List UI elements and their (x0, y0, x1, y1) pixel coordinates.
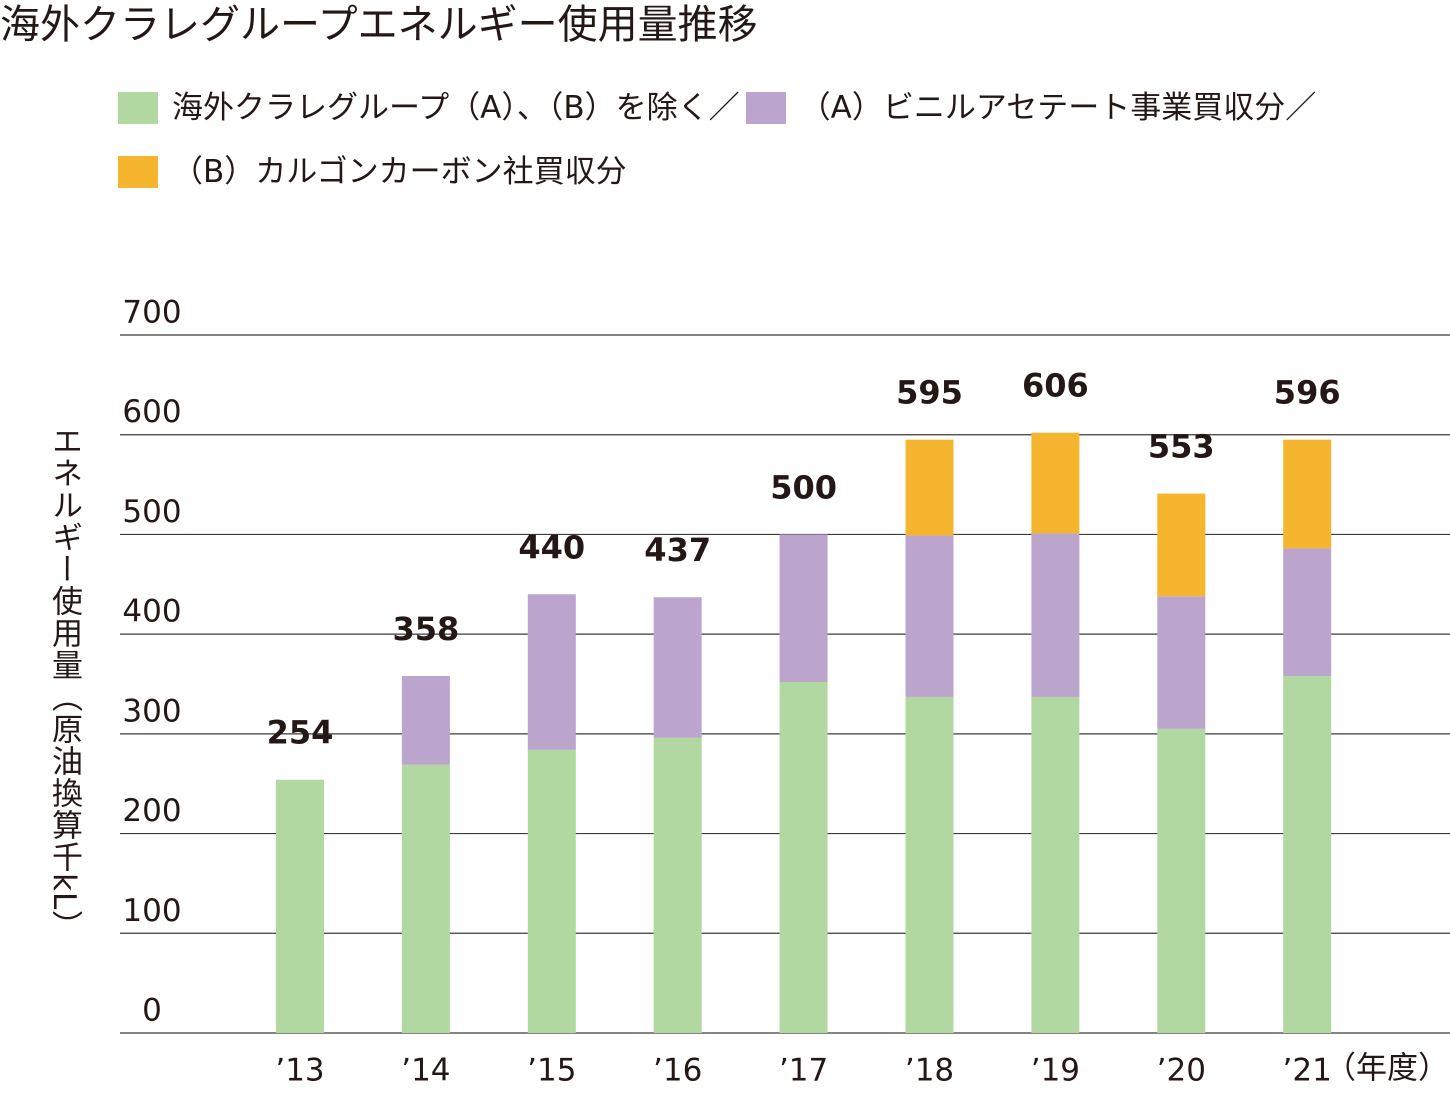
y-tick-label: 400 (122, 594, 181, 630)
bar-segment (905, 439, 954, 536)
legend-item: （A）ビニルアセテート事業買収分／ (745, 86, 1317, 130)
total-label: 606 (1022, 367, 1089, 405)
legend-label: （A）ビニルアセテート事業買収分／ (799, 90, 1317, 126)
chart-title: 海外クラレグループエネルギー使用量推移 (0, 2, 758, 48)
bar-segment (527, 594, 576, 750)
bar-segment (1031, 533, 1080, 697)
x-tick-label: ’17 (779, 1053, 828, 1089)
y-tick-label: 200 (122, 793, 181, 829)
legend: 海外クラレグループ（A）、（B）を除く／ （A）ビニルアセテート事業買収分／ （B）… (118, 86, 1448, 214)
legend-item: 海外クラレグループ（A）、（B）を除く／ (118, 86, 740, 130)
bar-segment (1157, 596, 1206, 729)
total-label: 500 (770, 468, 837, 506)
bar-segment (401, 764, 450, 1033)
total-label: 553 (1148, 428, 1215, 466)
legend-row: （B）カルゴンカーボン社買収分 (118, 150, 1448, 194)
x-tick-label: ’20 (1157, 1053, 1206, 1089)
y-tick-label: 600 (122, 394, 181, 430)
y-tick-label: 0 (142, 993, 162, 1029)
legend-swatch (118, 92, 158, 124)
bar-segment (527, 749, 576, 1033)
total-label: 595 (896, 374, 963, 412)
legend-label: 海外クラレグループ（A）、（B）を除く／ (172, 90, 740, 126)
x-tick-label: ’14 (401, 1053, 450, 1089)
bar-segment (1157, 728, 1206, 1033)
legend-item: （B）カルゴンカーボン社買収分 (118, 150, 627, 194)
bar-segment (779, 534, 828, 683)
x-axis-unit: （年度） (1325, 1051, 1449, 1087)
bar-segment (401, 676, 450, 765)
x-tick-label: ’18 (905, 1053, 954, 1089)
x-tick-label: ’21 (1283, 1053, 1332, 1089)
bar-segment (779, 682, 828, 1033)
x-tick-label: ’15 (527, 1053, 576, 1089)
bar-segment (1031, 432, 1080, 534)
total-label: 254 (267, 714, 334, 752)
bar-segment (1283, 676, 1332, 1033)
bar-segment (1283, 548, 1332, 677)
bar-segment (905, 696, 954, 1033)
total-label: 440 (518, 528, 585, 566)
bar-segment (1031, 696, 1080, 1033)
legend-swatch (745, 92, 786, 124)
x-tick-label: ’19 (1031, 1053, 1080, 1089)
bar-segment (276, 779, 324, 1033)
total-label: 437 (644, 531, 711, 569)
bar-segment (653, 737, 702, 1033)
x-tick-label: ’16 (653, 1053, 702, 1089)
bar-segment (905, 535, 954, 697)
legend-row: 海外クラレグループ（A）、（B）を除く／ （A）ビニルアセテート事業買収分／ (118, 86, 1448, 130)
total-label: 358 (393, 610, 460, 648)
y-tick-label: 100 (122, 893, 181, 929)
legend-swatch (118, 156, 158, 188)
x-tick-label: ’13 (275, 1053, 324, 1089)
bar-segment (653, 597, 702, 738)
legend-label: （B）カルゴンカーボン社買収分 (172, 154, 627, 190)
y-tick-label: 500 (122, 494, 181, 530)
bar-segment (1157, 493, 1206, 597)
y-axis-label: エネルギー使用量（原油換算千kL） (46, 425, 82, 943)
y-tick-label: 700 (122, 295, 181, 331)
total-label: 596 (1274, 374, 1341, 412)
y-tick-label: 300 (122, 693, 181, 729)
bar-segment (1283, 439, 1332, 549)
